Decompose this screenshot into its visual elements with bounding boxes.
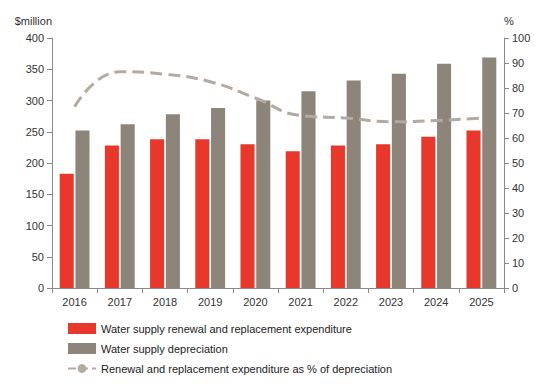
svg-text:Renewal and replacement expend: Renewal and replacement expenditure as %… — [101, 363, 392, 375]
svg-text:350: 350 — [26, 63, 44, 75]
svg-text:2020: 2020 — [243, 296, 267, 308]
svg-text:100: 100 — [26, 220, 44, 232]
svg-text:Water supply renewal and repla: Water supply renewal and replacement exp… — [101, 323, 352, 335]
svg-text:0: 0 — [512, 282, 518, 294]
svg-text:80: 80 — [512, 82, 524, 94]
svg-text:20: 20 — [512, 232, 524, 244]
svg-text:50: 50 — [512, 157, 524, 169]
svg-text:70: 70 — [512, 107, 524, 119]
svg-text:2023: 2023 — [379, 296, 403, 308]
svg-text:100: 100 — [512, 32, 530, 44]
svg-text:2022: 2022 — [334, 296, 358, 308]
svg-text:150: 150 — [26, 188, 44, 200]
svg-text:2025: 2025 — [469, 296, 493, 308]
svg-text:Water supply depreciation: Water supply depreciation — [101, 343, 228, 355]
svg-text:90: 90 — [512, 57, 524, 69]
svg-text:200: 200 — [26, 157, 44, 169]
svg-text:2021: 2021 — [288, 296, 312, 308]
svg-text:2018: 2018 — [153, 296, 177, 308]
svg-text:50: 50 — [32, 251, 44, 263]
svg-text:30: 30 — [512, 207, 524, 219]
svg-text:2019: 2019 — [198, 296, 222, 308]
svg-text:300: 300 — [26, 95, 44, 107]
svg-text:%: % — [504, 15, 514, 27]
svg-text:400: 400 — [26, 32, 44, 44]
svg-text:2016: 2016 — [62, 296, 86, 308]
svg-text:2017: 2017 — [108, 296, 132, 308]
svg-text:40: 40 — [512, 182, 524, 194]
svg-text:0: 0 — [38, 282, 44, 294]
svg-text:$million: $million — [15, 15, 52, 27]
svg-text:250: 250 — [26, 126, 44, 138]
svg-text:10: 10 — [512, 257, 524, 269]
svg-text:2024: 2024 — [424, 296, 448, 308]
svg-text:60: 60 — [512, 132, 524, 144]
